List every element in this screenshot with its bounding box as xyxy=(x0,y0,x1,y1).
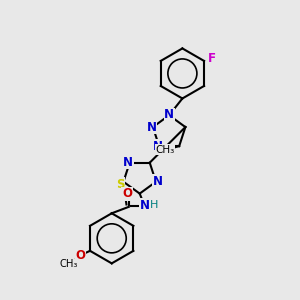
Text: H: H xyxy=(150,200,159,210)
Text: S: S xyxy=(116,178,125,190)
Text: N: N xyxy=(140,199,150,212)
Text: N: N xyxy=(123,156,133,169)
Text: O: O xyxy=(76,249,85,262)
Text: N: N xyxy=(153,140,163,153)
Text: N: N xyxy=(152,175,162,188)
Text: N: N xyxy=(164,108,174,121)
Text: N: N xyxy=(146,121,156,134)
Text: O: O xyxy=(122,188,132,200)
Text: CH₃: CH₃ xyxy=(59,260,77,269)
Text: CH₃: CH₃ xyxy=(156,145,175,155)
Text: F: F xyxy=(208,52,216,65)
